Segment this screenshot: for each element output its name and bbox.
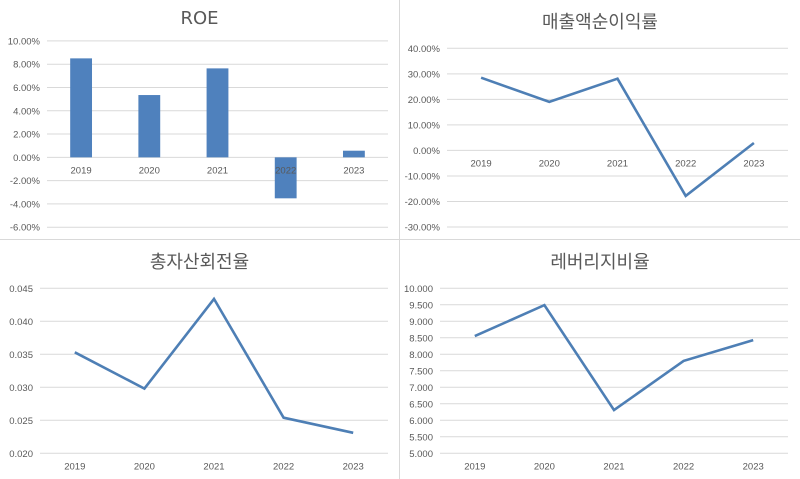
y-tick-label: 5.500 [409,432,433,443]
y-tick-label: 0.030 [9,383,33,394]
y-tick-label: 10.00% [8,36,41,47]
net-margin-line-chart: 40.00% 30.00% 20.00% 10.00% 0.00% -10.00% -20.… [405,44,788,234]
x-tick-label: 2020 [134,461,155,472]
x-tick-label: 2021 [607,158,628,169]
chart-title: 레버리지비율 [550,252,650,273]
y-tick-label: 10.00% [408,120,441,131]
series-line [474,303,754,412]
y-tick-label: 6.000 [409,416,433,427]
y-tick-label: -6.00% [10,223,41,234]
y-tick-label: -10.00% [405,171,441,182]
y-tick-label: 8.00% [13,60,40,71]
x-tick-label: 2019 [64,461,85,472]
asset-turnover-line-chart: 0.045 0.040 0.035 0.030 0.025 0.020 2019 2020 20… [9,284,388,472]
x-tick-label: 2023 [343,461,364,472]
x-tick-label: 2021 [203,461,224,472]
y-tick-label: 6.00% [13,83,40,94]
series-line [74,296,354,435]
roe-bar-chart: 10.00% 8.00% 6.00% 4.00% 2.00% 0.00% -2.00% -4.… [8,36,388,234]
y-tick-label: 0.035 [9,350,33,361]
x-tick-label: 2022 [275,165,296,176]
y-tick-label: 8.500 [409,333,433,344]
x-tick-label: 2021 [603,461,624,472]
y-tick-label: 0.040 [9,317,33,328]
y-tick-label: 9.500 [409,300,433,311]
bar [274,157,297,199]
y-tick-label: 4.00% [13,106,40,117]
bar [342,150,365,158]
chart-panel-leverage: 레버리지비율 10.000 9.500 9.000 8.500 8.000 7.500 7.… [400,240,800,479]
x-tick-label: 2021 [207,165,228,176]
y-tick-label: 20.00% [408,95,441,106]
y-tick-label: 0.00% [413,146,440,157]
y-tick-label: 0.025 [9,416,33,427]
x-tick-label: 2022 [673,461,694,472]
x-tick-label: 2023 [343,165,364,176]
leverage-line-chart: 10.000 9.500 9.000 8.500 8.000 7.500 7.000 6.50… [404,284,788,472]
panel-divider-horizontal [0,239,800,240]
y-tick-label: 0.00% [13,153,40,164]
y-tick-label: -2.00% [10,176,41,187]
y-tick-label: 8.000 [409,350,433,361]
y-tick-label: 7.500 [409,366,433,377]
chart-title: ROE [180,8,219,29]
x-tick-label: 2019 [71,165,92,176]
y-tick-label: 2.00% [13,130,40,141]
bar [70,58,93,158]
y-tick-label: 5.000 [409,449,433,460]
x-tick-label: 2019 [471,158,492,169]
x-tick-label: 2019 [464,461,485,472]
y-tick-label: -20.00% [405,197,441,208]
y-tick-label: 10.000 [404,284,433,295]
y-tick-label: 6.500 [409,399,433,410]
x-tick-label: 2023 [743,158,764,169]
bar [138,95,161,158]
y-tick-label: 9.000 [409,317,433,328]
x-tick-label: 2022 [675,158,696,169]
y-tick-label: 30.00% [408,69,441,80]
x-tick-label: 2022 [273,461,294,472]
x-tick-label: 2023 [743,461,764,472]
x-tick-label: 2020 [539,158,560,169]
bar [206,68,229,158]
chart-panel-asset-turnover: 총자산회전율 0.045 0.040 0.035 0.030 0.025 0.020 201… [0,240,399,479]
y-tick-label: 0.020 [9,449,33,460]
x-tick-label: 2020 [534,461,555,472]
chart-panel-roe: ROE 10.00% 8.00% 6.00% 4.00% 2.00% 0.00% -2.00… [0,0,399,239]
series-line [480,76,755,198]
y-tick-label: 40.00% [408,44,441,55]
chart-panel-net-margin: 매출액순이익률 40.00% 30.00% 20.00% 10.00% 0.00% -10… [400,0,800,239]
y-tick-label: -30.00% [405,223,441,234]
chart-title: 총자산회전율 [149,252,250,273]
x-tick-label: 2020 [139,165,160,176]
y-tick-label: 0.045 [9,284,33,295]
y-tick-label: 7.000 [409,383,433,394]
y-tick-label: -4.00% [10,199,41,210]
chart-title: 매출액순이익률 [542,12,658,33]
